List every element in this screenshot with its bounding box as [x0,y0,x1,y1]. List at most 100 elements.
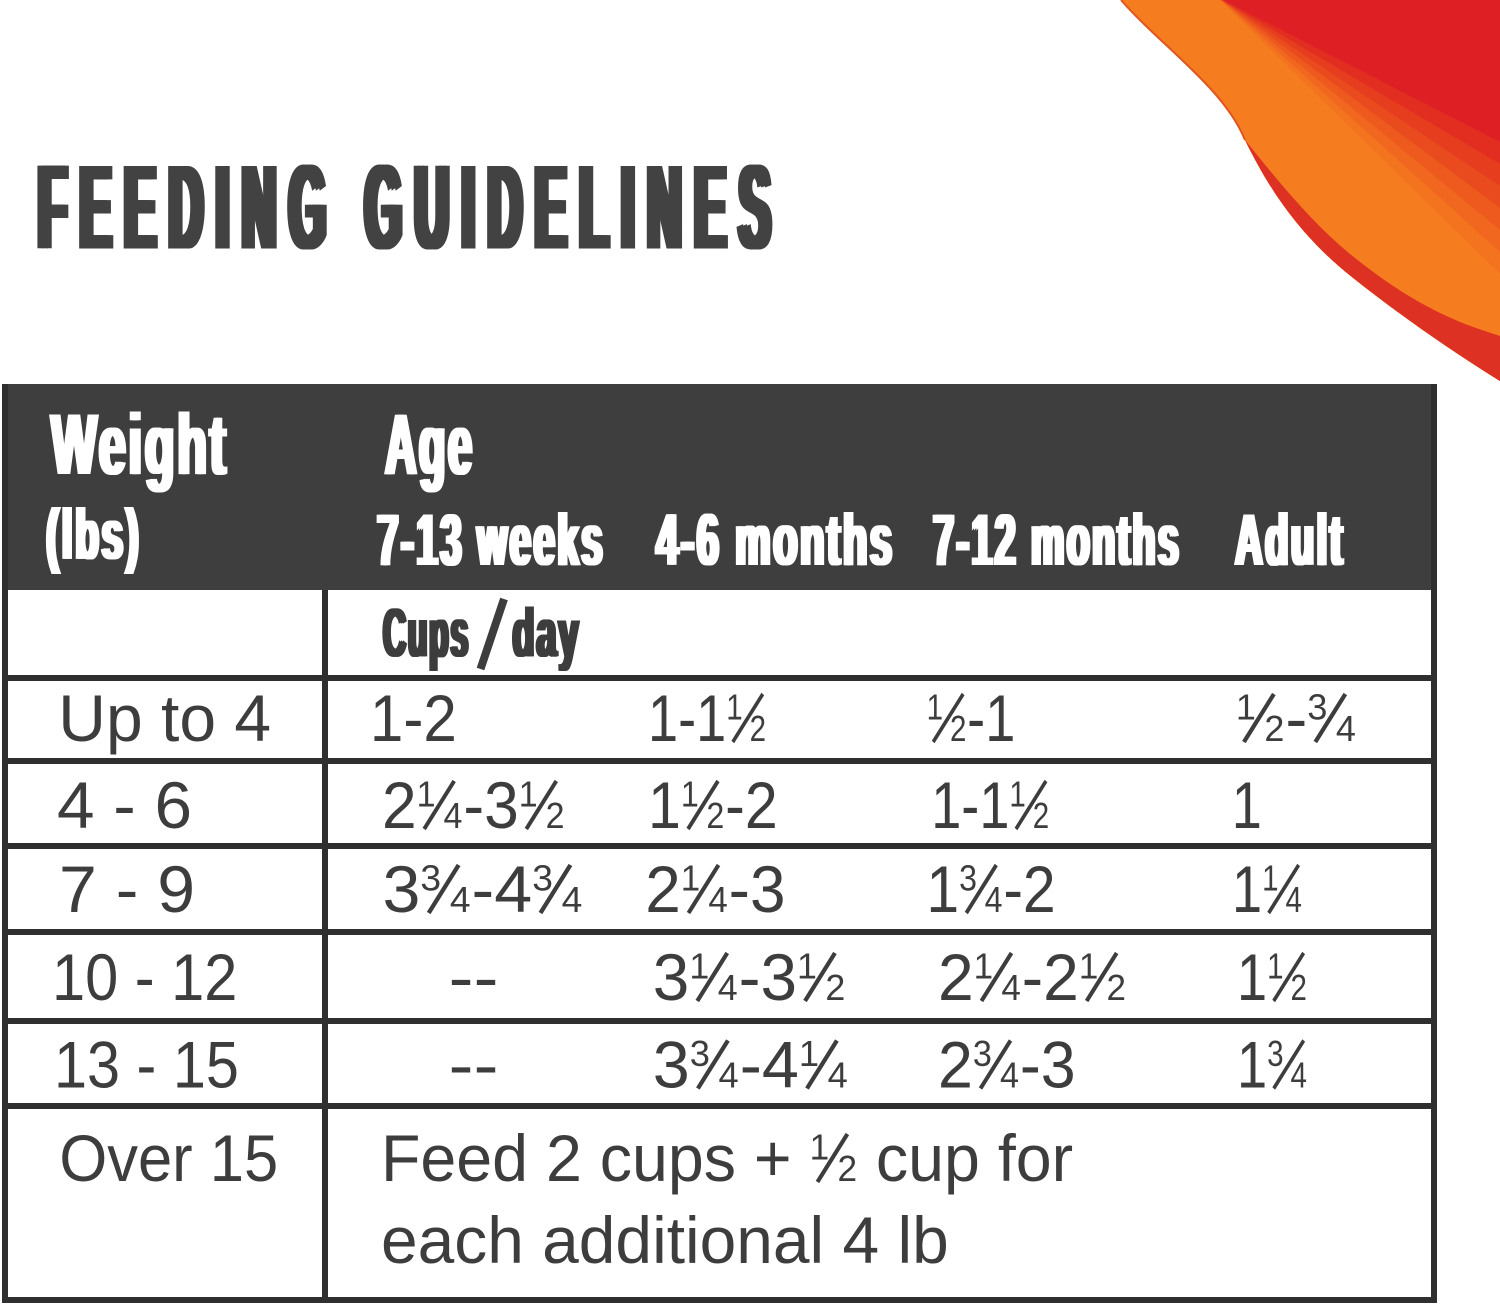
svg-text:Cups: Cups [381,595,468,672]
svg-text:1: 1 [1262,858,1278,898]
svg-text:1: 1 [974,946,993,987]
svg-text:4: 4 [708,879,727,920]
svg-text:10 - 12: 10 - 12 [52,941,237,1014]
svg-text:1-1: 1-1 [648,681,726,755]
svg-text:2: 2 [1033,795,1049,835]
svg-text:1: 1 [689,945,709,986]
svg-text:2: 2 [938,940,974,1014]
svg-text:Adult: Adult [1233,500,1343,582]
svg-text:Cups: Cups [383,595,470,672]
svg-text:1: 1 [417,775,436,815]
svg-text:1: 1 [1232,852,1262,926]
svg-text:1: 1 [681,858,700,899]
svg-text:Adult: Adult [1235,500,1345,582]
svg-text:7 - 9: 7 - 9 [59,853,195,927]
svg-text:4: 4 [1001,968,1020,1009]
svg-text:7-12 months: 7-12 months [935,501,1183,582]
svg-text:each additional 4 lb: each additional 4 lb [381,1203,949,1277]
svg-text:3: 3 [653,1029,690,1103]
svg-text:4: 4 [828,1055,848,1096]
svg-text:1: 1 [797,945,817,986]
svg-text:cup for: cup for [858,1121,1073,1195]
svg-text:4: 4 [1336,708,1356,749]
svg-text:Feed 2 cups +: Feed 2 cups + [381,1121,810,1195]
svg-text:1: 1 [799,1033,819,1074]
svg-text:Up to 4: Up to 4 [58,681,271,755]
svg-text:4: 4 [1291,1055,1307,1095]
svg-text:1: 1 [810,1127,830,1167]
svg-text:1: 1 [648,769,681,843]
svg-text:2: 2 [825,967,845,1008]
svg-text:7-13 weeks: 7-13 weeks [375,500,603,581]
svg-text:3: 3 [973,1034,992,1074]
svg-text:2: 2 [950,708,966,748]
svg-text:-1: -1 [967,681,1015,755]
svg-text:2: 2 [645,852,681,926]
svg-text:Weight: Weight [49,396,226,492]
svg-text:1: 1 [926,853,959,927]
svg-text:1: 1 [1232,768,1262,842]
svg-text:2: 2 [382,768,417,842]
svg-text:Age: Age [385,397,474,493]
svg-text:-3: -3 [729,852,786,926]
svg-text:2: 2 [938,1028,973,1102]
svg-text:Weight: Weight [53,396,230,492]
svg-text:3: 3 [420,858,441,898]
svg-text:Weight: Weight [51,396,228,492]
svg-text:7-13 weeks: 7-13 weeks [379,500,607,581]
svg-text:4: 4 [718,967,738,1008]
svg-text:1: 1 [726,687,742,727]
svg-text:-: - [1285,681,1307,755]
svg-text:1: 1 [1237,1027,1267,1101]
svg-text:-2: -2 [1003,853,1055,927]
svg-text:2: 2 [1107,968,1126,1009]
svg-text:(lbs): (lbs) [46,496,141,575]
svg-text:4: 4 [562,880,583,920]
svg-text:1: 1 [1237,940,1267,1014]
svg-text:13 - 15: 13 - 15 [54,1029,239,1103]
svg-text:Age: Age [383,397,472,493]
svg-text:3: 3 [383,853,421,927]
svg-text:1: 1 [681,775,699,815]
svg-text:2: 2 [706,796,724,836]
svg-text:4-6 months: 4-6 months [656,500,894,581]
svg-text:2: 2 [750,708,766,748]
svg-text:2: 2 [546,796,565,836]
svg-text:day: day [513,594,581,672]
svg-text:4: 4 [444,796,463,836]
svg-text:Cups: Cups [385,595,472,672]
svg-text:3: 3 [653,940,690,1014]
svg-text:-3: -3 [739,940,797,1014]
svg-text:--: -- [449,1028,499,1102]
svg-text:Over 15: Over 15 [59,1121,278,1195]
svg-text:--: -- [449,940,499,1014]
svg-text:-4: -4 [472,853,533,927]
svg-text:Adult: Adult [1237,500,1347,582]
svg-text:3: 3 [1267,1033,1283,1073]
svg-text:(lbs): (lbs) [44,496,139,575]
svg-text:7-13 weeks: 7-13 weeks [377,500,605,581]
svg-text:4-6 months: 4-6 months [654,500,892,581]
svg-text:4: 4 [450,880,471,920]
svg-text:3: 3 [959,859,977,899]
svg-text:-3: -3 [1020,1028,1076,1102]
svg-text:4: 4 [985,880,1003,920]
svg-text:-2: -2 [1022,940,1079,1014]
svg-text:7-12 months: 7-12 months [931,501,1179,582]
svg-text:FEEDING GUIDELINES: FEEDING GUIDELINES [42,141,787,275]
svg-text:-2: -2 [725,769,778,843]
svg-text:-3: -3 [463,768,518,842]
svg-text:3: 3 [690,1033,710,1074]
svg-text:1-1: 1-1 [931,768,1009,842]
svg-text:4: 4 [719,1055,739,1096]
svg-text:2: 2 [1290,967,1306,1007]
svg-text:1: 1 [1267,946,1283,986]
svg-text:4: 4 [1285,879,1301,919]
svg-text:1: 1 [927,687,943,727]
svg-text:7-12 months: 7-12 months [933,501,1181,582]
svg-text:2: 2 [1264,708,1284,749]
svg-text:4 - 6: 4 - 6 [57,770,192,843]
svg-text:day: day [515,594,583,672]
svg-text:day: day [511,594,579,672]
svg-text:1: 1 [519,775,538,815]
